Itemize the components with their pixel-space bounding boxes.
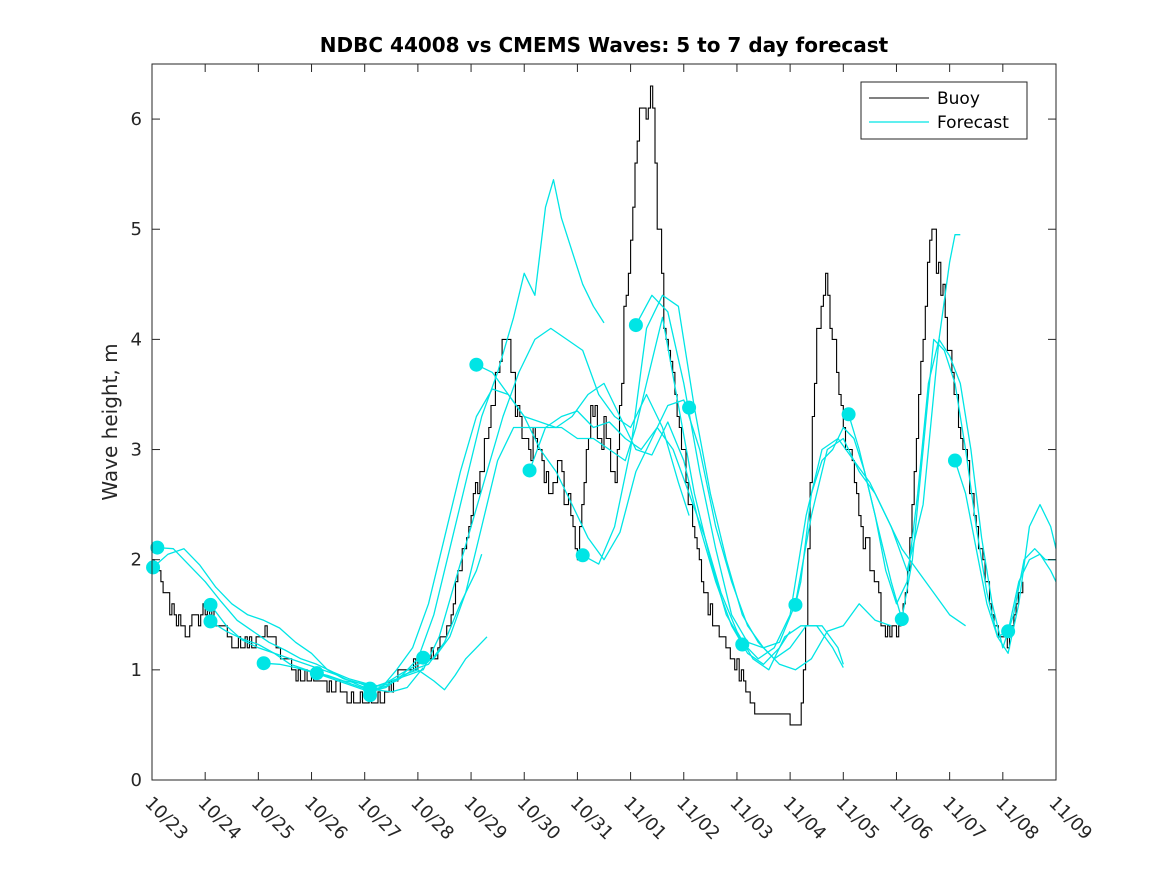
y-axis-label: Wave height, m <box>98 343 122 500</box>
y-tick-label: 5 <box>131 219 142 240</box>
forecast-marker <box>469 357 484 372</box>
y-tick-label: 6 <box>131 109 142 130</box>
forecast-line-8 <box>476 364 892 671</box>
forecast-marker <box>1001 624 1016 639</box>
forecast-line-12 <box>794 338 1056 649</box>
marker-layer <box>146 318 1016 703</box>
forecast-line-4 <box>210 179 605 693</box>
forecast-marker <box>256 656 271 671</box>
series-layer <box>152 85 1057 726</box>
forecast-marker <box>203 597 218 612</box>
forecast-marker <box>146 560 161 575</box>
forecast-line-13 <box>847 338 1057 654</box>
y-tick-label: 3 <box>131 440 142 461</box>
legend-label-forecast: Forecast <box>937 113 1009 133</box>
forecast-marker <box>682 400 697 415</box>
forecast-line-7 <box>369 410 844 690</box>
y-tick-label: 4 <box>131 329 142 350</box>
forecast-marker <box>203 614 218 629</box>
legend: Buoy Forecast <box>860 81 1028 140</box>
forecast-marker <box>628 318 643 333</box>
forecast-marker <box>363 688 378 703</box>
forecast-marker <box>309 666 324 681</box>
forecast-marker <box>788 597 803 612</box>
y-tick-label: 1 <box>131 660 142 681</box>
forecast-line-11 <box>635 234 961 649</box>
y-tick-label: 0 <box>131 770 142 791</box>
forecast-marker <box>947 453 962 468</box>
forecast-marker <box>841 407 856 422</box>
plot-frame <box>151 63 1057 781</box>
legend-box <box>860 81 1028 140</box>
forecast-marker <box>150 540 165 555</box>
forecast-marker <box>575 548 590 563</box>
forecast-marker <box>894 612 909 627</box>
forecast-marker <box>522 463 537 478</box>
forecast-line-10 <box>582 294 844 665</box>
forecast-line-3 <box>209 604 488 691</box>
forecast-marker <box>735 637 750 652</box>
chart-title: NDBC 44008 vs CMEMS Waves: 5 to 7 day fo… <box>320 33 889 57</box>
y-tick-label: 2 <box>131 550 142 571</box>
forecast-marker <box>416 650 431 665</box>
legend-label-buoy: Buoy <box>937 89 980 109</box>
forecast-line-2 <box>157 546 483 688</box>
